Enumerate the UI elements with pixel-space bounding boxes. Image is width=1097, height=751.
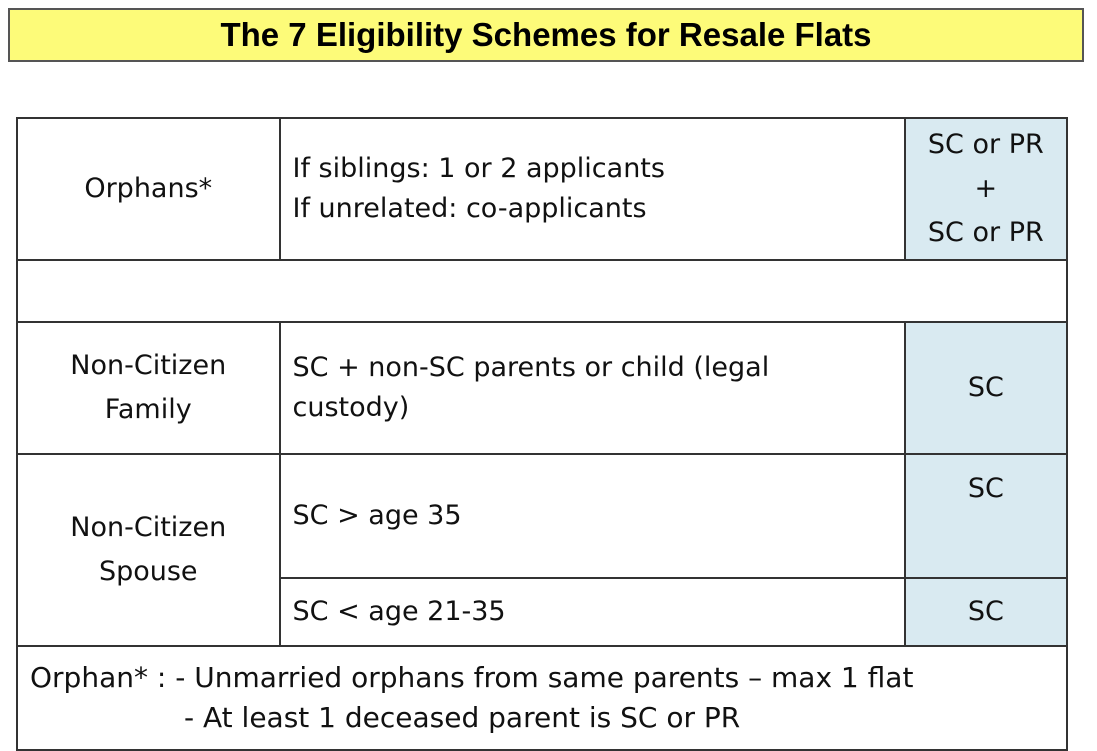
scheme-description-spouse-over-35: SC > age 35 — [278, 453, 906, 579]
eligibility-non-citizen-family: SC — [903, 321, 1069, 455]
description-line: If unrelated: co-applicants — [292, 193, 647, 224]
scheme-description-non-citizen-family: SC + non-SC parents or child (legal cust… — [278, 321, 906, 455]
eligibility-line: + — [974, 173, 998, 204]
eligibility-orphans: SC or PR + SC or PR — [903, 117, 1069, 261]
footnote: Orphan* : - Unmarried orphans from same … — [16, 645, 1068, 751]
table-row-non-citizen-spouse: Non-Citizen Spouse SC > age 35 SC — [16, 453, 1069, 647]
table-row-non-citizen-spouse-sub: SC < age 21-35 SC — [17, 577, 1069, 647]
eligibility-spouse-over-35: SC — [903, 453, 1069, 579]
table-row-orphans: Orphans* If siblings: 1 or 2 applicants … — [16, 117, 1069, 261]
eligibility-schemes-table: Orphans* If siblings: 1 or 2 applicants … — [16, 117, 1069, 751]
blank-cell — [16, 259, 1068, 323]
footnote-line: - At least 1 deceased parent is SC or PR — [184, 701, 741, 734]
scheme-name-line: Family — [104, 394, 192, 425]
footnote-line: Orphan* : - Unmarried orphans from same … — [30, 661, 914, 694]
page-title: The 7 Eligibility Schemes for Resale Fla… — [8, 8, 1084, 62]
scheme-name-non-citizen-spouse: Non-Citizen Spouse — [16, 453, 281, 647]
eligibility-spouse-21-35: SC — [903, 577, 1069, 647]
description-line: custody) — [292, 392, 410, 423]
description-line: If siblings: 1 or 2 applicants — [292, 153, 665, 184]
scheme-description-orphans: If siblings: 1 or 2 applicants If unrela… — [278, 117, 906, 261]
eligibility-line: SC or PR — [927, 217, 1044, 248]
scheme-name-non-citizen-family: Non-Citizen Family — [16, 321, 281, 455]
description-line: SC + non-SC parents or child (legal — [292, 352, 770, 383]
table-row-non-citizen-family: Non-Citizen Family SC + non-SC parents o… — [16, 321, 1069, 455]
eligibility-line: SC or PR — [927, 129, 1044, 160]
scheme-name-line: Spouse — [98, 556, 198, 587]
scheme-description-spouse-21-35: SC < age 21-35 — [278, 577, 906, 647]
scheme-name-line: Non-Citizen — [70, 350, 227, 381]
table-row-blank — [16, 259, 1068, 323]
table-row-footnote: Orphan* : - Unmarried orphans from same … — [16, 645, 1068, 751]
scheme-name-line: Non-Citizen — [70, 512, 227, 543]
scheme-name-orphans: Orphans* — [16, 117, 281, 261]
